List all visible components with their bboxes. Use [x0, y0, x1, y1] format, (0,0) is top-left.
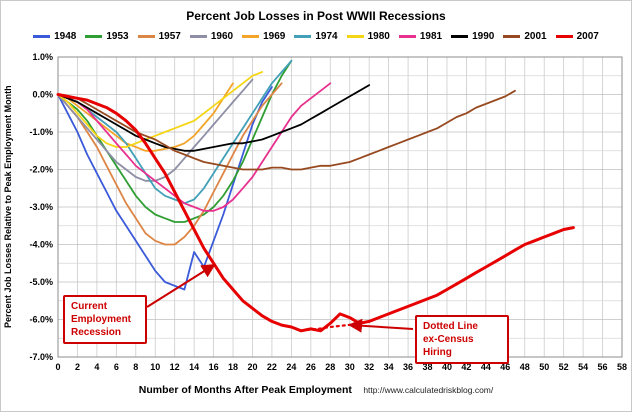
legend-item-1953: 1953 — [85, 30, 129, 42]
x-tick-label: 30 — [345, 362, 355, 372]
x-tick-label: 14 — [189, 362, 199, 372]
legend-swatch-1948 — [33, 34, 51, 38]
legend-label-1980: 1980 — [367, 30, 390, 42]
x-tick-label: 40 — [442, 362, 452, 372]
series-line-2001 — [57, 89, 516, 171]
annotation-arrow-census — [348, 318, 414, 333]
y-tick-label: -5.0% — [29, 277, 53, 287]
legend-item-2001: 2001 — [503, 30, 547, 42]
legend-swatch-1953 — [85, 34, 103, 38]
legend-label-1969: 1969 — [263, 30, 286, 42]
x-tick-label: 32 — [364, 362, 374, 372]
legend-label-1990: 1990 — [472, 30, 495, 42]
legend-item-1990: 1990 — [451, 31, 494, 42]
legend-item-1957: 1957 — [137, 30, 181, 42]
x-tick-label: 38 — [423, 362, 433, 372]
x-tick-label: 24 — [286, 362, 296, 372]
legend-label-2001: 2001 — [524, 30, 547, 42]
series-line-1969 — [57, 82, 234, 152]
legend-label-1981: 1981 — [419, 30, 443, 42]
annotation-current-recession: Current Employment Recession — [63, 295, 147, 344]
chart-legend: 1948 1953 1957 1960 1969 1974 1980 1981 1990 2001… — [1, 29, 631, 43]
legend-swatch-1969 — [242, 34, 260, 38]
series-line-1974 — [57, 59, 293, 205]
series-line-2007-ex-census — [300, 320, 371, 332]
legend-item-1980: 1980 — [346, 30, 390, 42]
legend-label-1957: 1957 — [158, 30, 181, 42]
chart-canvas: 0 2 4 6 8 10 12 14 16 18 20 22 24 26 28 30 32 34 36 38 40 42 4… — [29, 52, 627, 372]
x-tick-label: 54 — [578, 362, 588, 372]
x-tick-label: 50 — [539, 362, 549, 372]
y-tick-label: -6.0% — [29, 315, 53, 325]
y-tick-label: -1.0% — [29, 127, 53, 137]
legend-label-1974: 1974 — [315, 30, 338, 42]
legend-item-1974: 1974 — [294, 30, 338, 42]
x-tick-label: 12 — [170, 362, 180, 372]
legend-item-1969: 1969 — [242, 31, 285, 42]
legend-swatch-2007 — [555, 34, 573, 38]
x-tick-label: 10 — [150, 362, 160, 372]
x-tick-label: 36 — [403, 362, 413, 372]
series-line-1957 — [57, 82, 283, 246]
x-tick-label: 0 — [55, 362, 60, 372]
legend-swatch-1980 — [346, 34, 364, 38]
x-axis-title: Number of Months After Peak Employment — [138, 384, 352, 396]
legend-swatch-1957 — [137, 34, 155, 38]
y-tick-label: 1.0% — [32, 52, 53, 62]
legend-label-1960: 1960 — [210, 30, 234, 42]
y-tick-label: -2.0% — [29, 165, 53, 175]
x-tick-label: 22 — [267, 362, 277, 372]
x-tick-label: 16 — [209, 362, 219, 372]
legend-label-2007: 2007 — [576, 30, 599, 42]
y-tick-label: -4.0% — [29, 240, 53, 250]
legend-item-2007: 2007 — [555, 30, 599, 42]
x-tick-label: 48 — [520, 362, 530, 372]
legend-item-1948: 1948 — [33, 31, 76, 42]
x-tick-label: 8 — [133, 362, 138, 372]
legend-item-1960: 1960 — [189, 30, 234, 42]
legend-swatch-1981 — [398, 34, 416, 38]
x-tick-label: 42 — [461, 362, 471, 372]
x-tick-label: 56 — [598, 362, 608, 372]
legend-item-1981: 1981 — [398, 30, 443, 42]
x-tick-label: 6 — [114, 362, 119, 372]
x-tick-label: 18 — [228, 362, 238, 372]
y-tick-label: 0.0% — [32, 90, 53, 100]
x-tick-label: 52 — [559, 362, 569, 372]
y-tick-label: -7.0% — [29, 352, 53, 362]
x-tick-label: 58 — [617, 362, 627, 372]
chart-title: Percent Job Losses in Post WWII Recessio… — [186, 9, 446, 23]
y-axis-title: Percent Job Losses Relative to Peak Empl… — [3, 85, 13, 329]
legend-swatch-1974 — [294, 34, 312, 38]
chart-plot-area: 0 2 4 6 8 10 12 14 16 18 20 22 24 26 28 30 32 34 36 38 40 42 4… — [1, 45, 631, 377]
x-tick-label: 28 — [325, 362, 335, 372]
legend-label-1953: 1953 — [106, 30, 129, 42]
series-line-1981 — [57, 82, 332, 212]
legend-swatch-1990 — [451, 34, 469, 38]
x-tick-label: 34 — [384, 362, 394, 372]
y-tick-label: -3.0% — [29, 202, 53, 212]
x-tick-label: 44 — [481, 362, 491, 372]
legend-label-1948: 1948 — [54, 30, 77, 42]
x-tick-label: 4 — [94, 362, 99, 372]
x-tick-label: 26 — [306, 362, 316, 372]
x-tick-label: 20 — [247, 362, 257, 372]
x-tick-label: 2 — [75, 362, 80, 372]
legend-swatch-1960 — [189, 34, 207, 38]
x-axis-row: Number of Months After Peak Employment h… — [1, 380, 631, 398]
series-line-1990 — [57, 84, 371, 152]
plot-border — [57, 56, 623, 358]
annotation-ex-census: Dotted Line ex-Census Hiring — [415, 315, 509, 364]
source-url: http://www.calculatedriskblog.com/ — [363, 385, 494, 395]
annotation-arrow-current — [146, 263, 216, 308]
series-line-1980 — [57, 71, 264, 148]
legend-swatch-2001 — [503, 34, 521, 38]
x-tick-label: 46 — [500, 362, 510, 372]
